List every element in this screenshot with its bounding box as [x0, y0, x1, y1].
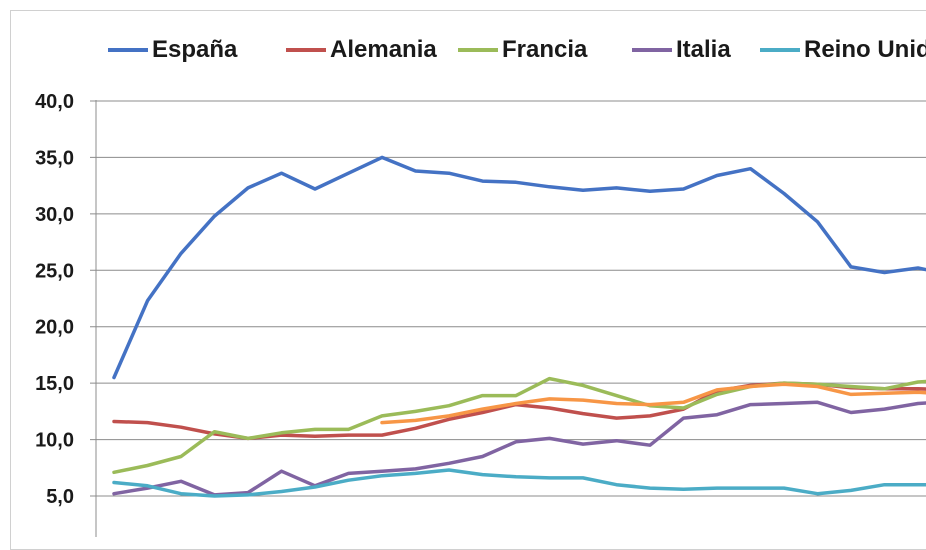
- legend-label: Francia: [502, 36, 588, 63]
- legend-label: Italia: [676, 36, 731, 63]
- legend-swatch: [458, 48, 498, 52]
- legend-item: Italia: [632, 30, 731, 70]
- chart-legend: España Alemania Francia Italia Reino Unido: [0, 30, 926, 70]
- series-line-1: [112, 381, 926, 441]
- series-line-0: [112, 155, 926, 380]
- series-line-3: [112, 400, 926, 497]
- legend-item: Reino Unido: [760, 30, 926, 70]
- y-axis: 40,0 35,0 30,0 25,0 20,0 15,0 10,0 5,0: [35, 91, 97, 537]
- y-tick-label: 20,0: [35, 317, 74, 339]
- legend-item: España: [108, 30, 237, 70]
- y-tick-label: 5,0: [46, 486, 74, 508]
- y-tick-label: 30,0: [35, 204, 74, 226]
- legend-item: Alemania: [286, 30, 437, 70]
- y-tick-label: 40,0: [35, 91, 74, 113]
- series-line-2: [112, 376, 926, 475]
- y-tick-label: 10,0: [35, 430, 74, 452]
- line-chart: 40,0 35,0 30,0 25,0 20,0 15,0 10,0 5,0: [35, 91, 926, 537]
- series-line-4: [112, 468, 926, 498]
- y-tick-label: 15,0: [35, 373, 74, 395]
- gridlines: [90, 100, 926, 497]
- legend-item: Francia: [458, 30, 587, 70]
- series-line-5: [380, 382, 926, 425]
- legend-label: Alemania: [330, 36, 437, 63]
- legend-swatch: [286, 48, 326, 52]
- legend-swatch: [108, 48, 148, 52]
- legend-swatch: [632, 48, 672, 52]
- series-lines: [112, 155, 926, 498]
- legend-label: Reino Unido: [804, 36, 926, 63]
- y-tick-label: 25,0: [35, 260, 74, 282]
- legend-label: España: [152, 36, 238, 63]
- legend-swatch: [760, 48, 800, 52]
- y-tick-label: 35,0: [35, 147, 74, 169]
